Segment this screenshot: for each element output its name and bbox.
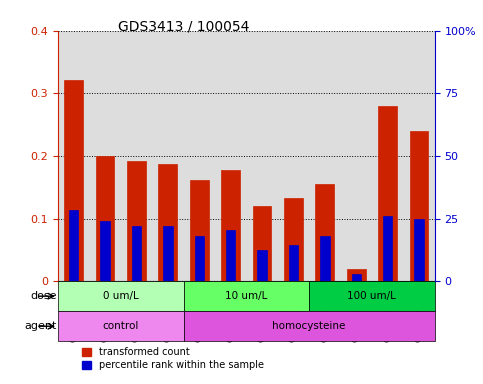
Bar (383, 216, 392, 281)
Bar (190, 180, 209, 281)
Bar (378, 106, 397, 281)
Bar (64, 79, 83, 281)
Bar (132, 226, 141, 281)
Bar (320, 236, 329, 281)
Bar (226, 230, 235, 281)
Bar (315, 184, 334, 281)
Bar (221, 170, 240, 281)
Legend: transformed count, percentile rank within the sample: transformed count, percentile rank withi… (82, 348, 264, 370)
Bar (352, 274, 361, 281)
Bar (58, 281, 184, 311)
Bar (253, 206, 271, 281)
Bar (58, 311, 184, 341)
Text: homocysteine: homocysteine (272, 321, 346, 331)
Bar (195, 236, 204, 281)
Bar (309, 281, 435, 311)
Text: control: control (102, 321, 139, 331)
Bar (127, 161, 146, 281)
Bar (289, 245, 298, 281)
Text: 0 um/L: 0 um/L (103, 291, 139, 301)
Bar (69, 210, 78, 281)
Text: dose: dose (30, 291, 57, 301)
Bar (158, 164, 177, 281)
Bar (284, 198, 303, 281)
Bar (347, 269, 366, 281)
Bar (414, 218, 424, 281)
Bar (257, 250, 267, 281)
Bar (100, 221, 110, 281)
Bar (410, 131, 428, 281)
Bar (96, 156, 114, 281)
Text: agent: agent (24, 321, 57, 331)
Text: 10 um/L: 10 um/L (225, 291, 268, 301)
Text: GDS3413 / 100054: GDS3413 / 100054 (118, 19, 249, 33)
Bar (184, 281, 309, 311)
Bar (163, 226, 172, 281)
Bar (184, 311, 435, 341)
Text: 100 um/L: 100 um/L (347, 291, 397, 301)
